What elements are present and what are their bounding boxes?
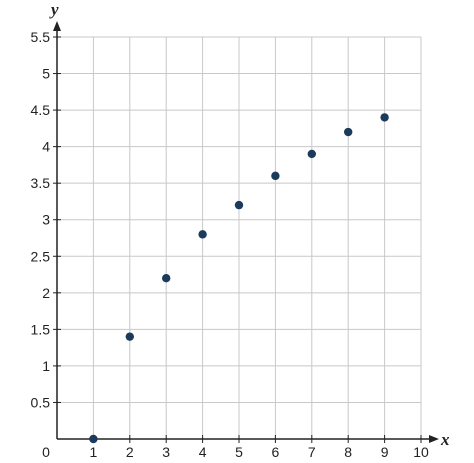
y-tick-label-4: 4 bbox=[42, 139, 50, 155]
y-axis-label: y bbox=[49, 0, 59, 19]
y-tick-label-4.5: 4.5 bbox=[31, 102, 51, 118]
x-tick-label-7: 7 bbox=[308, 444, 316, 460]
x-axis-label: x bbox=[440, 430, 450, 449]
data-point-5 bbox=[234, 200, 244, 210]
y-tick-label-1.5: 1.5 bbox=[31, 321, 51, 337]
y-tick-label-1: 1 bbox=[42, 358, 50, 374]
tick-labels: 1 2 3 4 5 6 7 8 9 10 0.5 1 1.5 2 2.5 3 3.5 4 4.5 5 5.5 bbox=[31, 29, 429, 460]
y-tick-label-2: 2 bbox=[42, 285, 50, 301]
y-tick-label-5.5: 5.5 bbox=[31, 29, 51, 45]
y-tick-label-2.5: 2.5 bbox=[31, 248, 51, 264]
origin-label: 0 bbox=[42, 444, 50, 460]
x-tick-label-6: 6 bbox=[272, 444, 280, 460]
x-tick-label-2: 2 bbox=[126, 444, 134, 460]
x-tick-label-10: 10 bbox=[413, 444, 429, 460]
data-point-2 bbox=[125, 332, 134, 341]
x-tick-label-9: 9 bbox=[381, 444, 389, 460]
x-tick-label-5: 5 bbox=[235, 444, 243, 460]
data-point-6 bbox=[271, 171, 280, 181]
y-tick-label-3: 3 bbox=[42, 212, 50, 228]
data-point-4 bbox=[198, 230, 207, 239]
data-point-3 bbox=[162, 274, 171, 283]
y-axis-arrow bbox=[53, 21, 61, 31]
grid bbox=[57, 36, 422, 439]
x-tick-label-4: 4 bbox=[199, 444, 207, 460]
data-points bbox=[89, 113, 389, 444]
y-tick-label-5: 5 bbox=[42, 66, 50, 82]
x-tick-label-8: 8 bbox=[344, 444, 352, 460]
data-point-8 bbox=[344, 127, 353, 137]
y-tick-label-3.5: 3.5 bbox=[31, 175, 51, 191]
data-point-1 bbox=[89, 434, 98, 444]
data-point-9 bbox=[380, 113, 389, 122]
x-axis-arrow bbox=[429, 435, 439, 443]
x-tick-label-3: 3 bbox=[162, 444, 170, 460]
y-tick-label-0.5: 0.5 bbox=[31, 394, 51, 410]
axes bbox=[53, 21, 439, 443]
data-point-7 bbox=[307, 149, 316, 159]
x-tick-label-1: 1 bbox=[90, 444, 98, 460]
